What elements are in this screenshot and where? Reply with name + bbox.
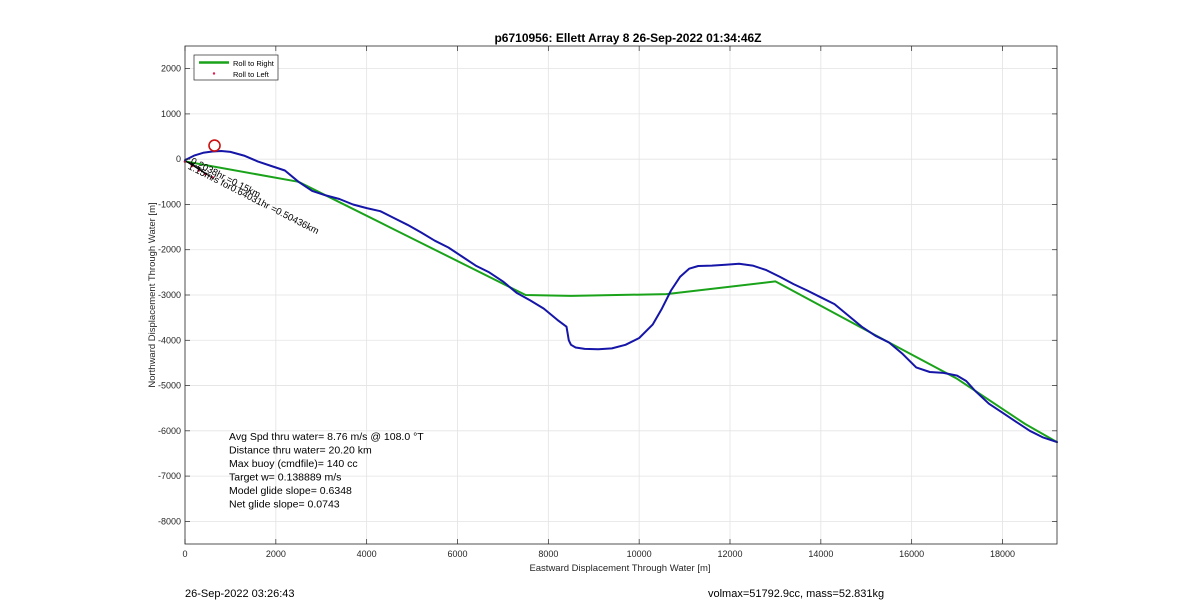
x-axis-ticks: 0 2000 4000 6000 8000 10000 12000 14000 16000 180… [182, 46, 1015, 559]
grid-lines [184, 46, 1057, 544]
x-tick-label: 18000 [990, 549, 1015, 559]
x-tick-label: 16000 [899, 549, 924, 559]
y-tick-label: -8000 [158, 516, 181, 526]
y-tick-label: -3000 [158, 290, 181, 300]
y-axis-ticks: 2000 1000 0 -1000 -2000 -3000 -4000 -5000 -6000 -… [158, 64, 1057, 526]
stat-net-glide: Net glide slope= 0.0743 [229, 499, 340, 511]
stat-max-buoy: Max buoy (cmdfile)= 140 cc [229, 458, 358, 470]
y-tick-label: -4000 [158, 335, 181, 345]
current-arrow [185, 161, 215, 180]
y-tick-label: -7000 [158, 471, 181, 481]
legend-swatch-roll-left [212, 72, 216, 75]
legend: Roll to Right Roll to Left [193, 54, 279, 81]
x-axis-label: Eastward Displacement Through Water [m] [529, 563, 710, 574]
y-axis-label: Northward Displacement Through Water [m] [147, 202, 158, 387]
x-tick-label: 8000 [538, 549, 558, 559]
start-circle-marker [208, 139, 221, 152]
stat-avg-speed: Avg Spd thru water= 8.76 m/s @ 108.0 °T [229, 431, 424, 443]
stat-model-glide: Model glide slope= 0.6348 [229, 485, 352, 497]
y-tick-label: 1000 [161, 109, 181, 119]
x-tick-label: 12000 [717, 549, 742, 559]
x-tick-label: 14000 [808, 549, 833, 559]
legend-label-roll-left: Roll to Left [233, 70, 270, 79]
x-tick-label: 6000 [447, 549, 467, 559]
stat-target-w: Target w= 0.138889 m/s [229, 472, 341, 484]
x-tick-label: 0 [182, 549, 187, 559]
footer-timestamp: 26-Sep-2022 03:26:43 [185, 588, 295, 600]
y-tick-label: 2000 [161, 64, 181, 74]
y-tick-label: -2000 [158, 245, 181, 255]
annotation-marks [185, 139, 221, 180]
x-tick-label: 2000 [266, 549, 286, 559]
stat-distance: Distance thru water= 20.20 km [229, 445, 372, 457]
stats-text-block: Avg Spd thru water= 8.76 m/s @ 108.0 °T … [229, 431, 424, 511]
chart-title: p6710956: Ellett Array 8 26-Sep-2022 01:… [494, 31, 761, 45]
y-tick-label: -5000 [158, 381, 181, 391]
y-tick-label: 0 [176, 154, 181, 164]
legend-box [193, 54, 279, 81]
series-line-track [184, 150, 1058, 444]
legend-label-roll-right: Roll to Right [233, 59, 275, 68]
x-tick-label: 10000 [627, 549, 652, 559]
x-tick-label: 4000 [357, 549, 377, 559]
y-tick-label: -6000 [158, 426, 181, 436]
y-tick-label: -1000 [158, 199, 181, 209]
footer-volmass: volmax=51792.9cc, mass=52.831kg [708, 588, 885, 600]
